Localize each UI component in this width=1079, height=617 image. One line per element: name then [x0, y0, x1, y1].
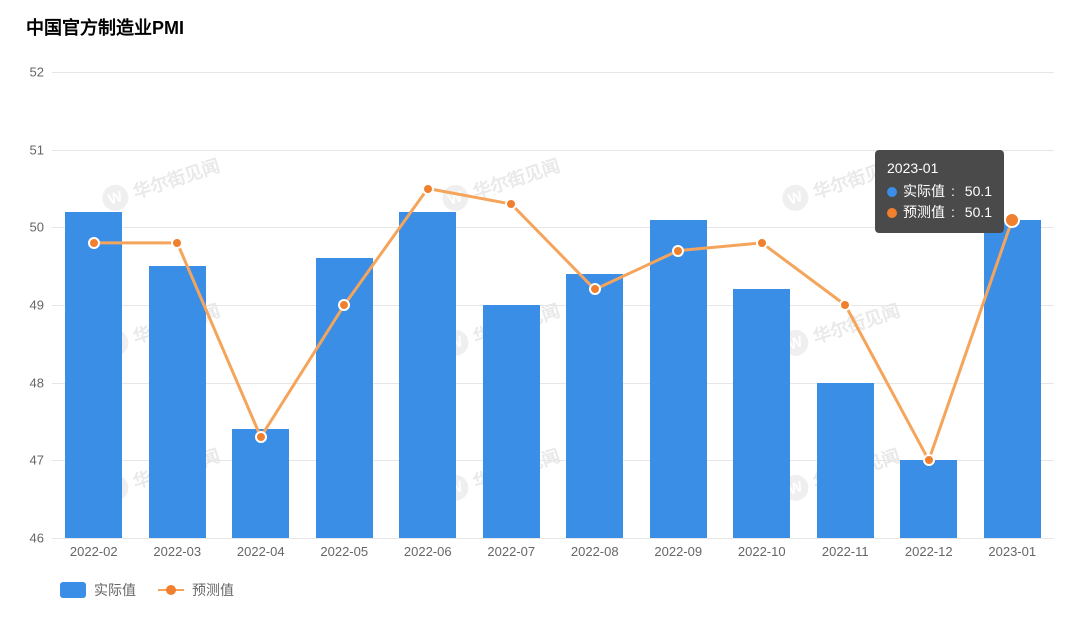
x-axis-tick: 2023-01 [988, 538, 1036, 559]
legend-swatch-bar [60, 582, 86, 598]
chart-title: 中国官方制造业PMI [26, 14, 184, 40]
x-axis-tick: 2022-07 [487, 538, 535, 559]
forecast-marker[interactable] [255, 431, 267, 443]
legend-marker-dot [166, 585, 176, 595]
legend-item-forecast[interactable]: 预测值 [158, 580, 234, 600]
forecast-marker[interactable] [672, 245, 684, 257]
x-axis-tick: 2022-06 [404, 538, 452, 559]
legend-label-actual: 实际值 [94, 580, 136, 600]
tooltip-title: 2023-01 [887, 158, 992, 179]
y-axis-tick: 50 [30, 220, 52, 235]
x-axis-tick: 2022-12 [905, 538, 953, 559]
y-axis-tick: 46 [30, 531, 52, 546]
legend-swatch-line [158, 589, 184, 591]
forecast-marker[interactable] [171, 237, 183, 249]
forecast-marker[interactable] [1004, 212, 1020, 228]
x-axis-tick: 2022-11 [822, 538, 869, 559]
x-axis-tick: 2022-03 [153, 538, 201, 559]
forecast-marker[interactable] [505, 198, 517, 210]
forecast-marker[interactable] [422, 183, 434, 195]
chart-plot-area: W华尔街见闻W华尔街见闻W华尔街见闻W华尔街见闻W华尔街见闻W华尔街见闻W华尔街… [52, 72, 1054, 538]
gridline [52, 538, 1054, 539]
tooltip-row-forecast: 预测值: 50.1 [887, 202, 992, 223]
forecast-marker[interactable] [589, 283, 601, 295]
tooltip-row-actual: 实际值: 50.1 [887, 181, 992, 202]
chart-tooltip: 2023-01 实际值: 50.1 预测值: 50.1 [875, 150, 1004, 233]
tooltip-dot-forecast [887, 208, 897, 218]
x-axis-tick: 2022-02 [70, 538, 118, 559]
x-axis-tick: 2022-04 [237, 538, 285, 559]
x-axis-tick: 2022-05 [320, 538, 368, 559]
y-axis-tick: 51 [30, 142, 52, 157]
forecast-line [52, 72, 1054, 538]
forecast-marker[interactable] [923, 454, 935, 466]
legend-item-actual[interactable]: 实际值 [60, 580, 136, 600]
x-axis-tick: 2022-08 [571, 538, 619, 559]
x-axis-tick: 2022-09 [654, 538, 702, 559]
tooltip-value-actual: 50.1 [965, 181, 992, 202]
forecast-marker[interactable] [756, 237, 768, 249]
y-axis-tick: 52 [30, 65, 52, 80]
tooltip-value-forecast: 50.1 [965, 202, 992, 223]
forecast-marker[interactable] [88, 237, 100, 249]
tooltip-dot-actual [887, 187, 897, 197]
legend-label-forecast: 预测值 [192, 580, 234, 600]
forecast-marker[interactable] [338, 299, 350, 311]
chart-legend: 实际值 预测值 [60, 580, 234, 600]
tooltip-label-actual: 实际值 [903, 181, 945, 202]
y-axis-tick: 49 [30, 298, 52, 313]
tooltip-label-forecast: 预测值 [903, 202, 945, 223]
x-axis-tick: 2022-10 [738, 538, 786, 559]
y-axis-tick: 48 [30, 375, 52, 390]
forecast-marker[interactable] [839, 299, 851, 311]
y-axis-tick: 47 [30, 453, 52, 468]
